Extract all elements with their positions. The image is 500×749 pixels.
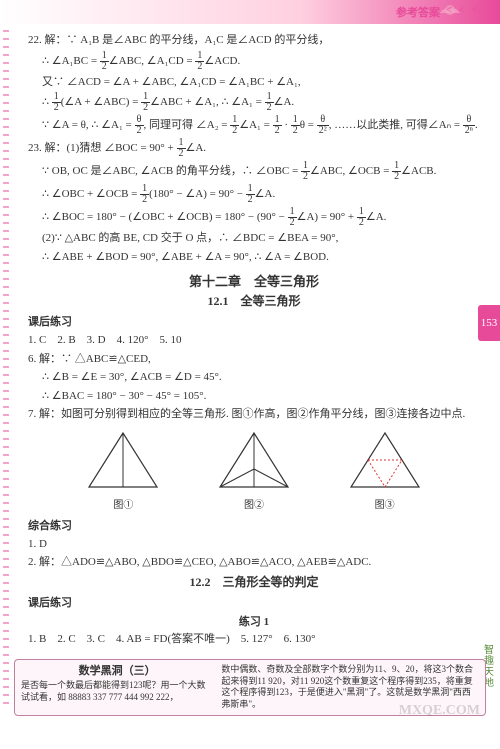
header-arrows: < < < — [446, 4, 480, 16]
q22-l2: 又∵ ∠ACD = ∠A + ∠ABC, ∠A₁CD = ∠A₁BC + ∠A₁… — [28, 74, 480, 91]
kh1-row2: 6. 解：∵ △ABC≌△CED, — [28, 351, 480, 368]
q22-l4: ∵ ∠A = θ, ∴ ∠A₁ = θ2, 同理可得 ∠A₂ = 12∠A₁ =… — [28, 115, 480, 136]
tri-label-1: 图① — [83, 496, 163, 511]
section-title-2: 12.2 三角形全等的判定 — [28, 573, 480, 590]
footer-box: 数学黑洞（三） 是否每一个数最后都能得到123呢？用一个大数试试看，如 8888… — [14, 659, 486, 716]
kh1-row5: 7. 解：如图可分别得到相应的全等三角形. 图①作高，图②作角平分线，图③连接各… — [28, 406, 480, 423]
footer-left: 数学黑洞（三） 是否每一个数最后都能得到123呢？用一个大数试试看，如 8888… — [21, 664, 213, 711]
header-label: 参考答案 — [396, 4, 440, 20]
triangle-1: 图① — [83, 429, 163, 511]
q23-l2: ∴ ∠OBC + ∠OCB = 12(180° − ∠A) = 90° − 12… — [28, 184, 480, 205]
zh1-row2: 2. 解：△ADO≌△ABO, △BDO≌△CEO, △ABO≌△ACO, △A… — [28, 554, 480, 571]
q22-l3: ∴ 12(∠A + ∠ABC) = 12∠ABC + ∠A₁, ∴ ∠A₁ = … — [28, 92, 480, 113]
chapter-title: 第十二章 全等三角形 — [28, 271, 480, 290]
main-content: 22. 解：∵ A₁B 是∠ABC 的平分线，A₁C 是∠ACD 的平分线， ∴… — [0, 24, 500, 653]
q23-l3: ∴ ∠BOC = 180° − (∠OBC + ∠OCB) = 180° − (… — [28, 207, 480, 228]
kehou-label-2: 课后练习 — [28, 594, 480, 610]
footer-left-text: 是否每一个数最后都能得到123呢？用一个大数试试看，如 88883 337 77… — [21, 680, 213, 703]
q23-prefix: 23. 解：(1)猜想 ∠BOC = 90° + 12∠A. — [28, 138, 480, 159]
kh1-row4: ∴ ∠BAC = 180° − 30° − 45° = 105°. — [28, 388, 480, 405]
zh1-row1: 1. D — [28, 536, 480, 553]
q23-l4: (2)∵ △ABC 的高 BE, CD 交于 O 点，∴ ∠BDC = ∠BEA… — [28, 230, 480, 247]
q23-l5: ∴ ∠ABE + ∠BOD = 90°, ∠ABE + ∠A = 90°, ∴ … — [28, 249, 480, 266]
tri-label-3: 图③ — [345, 496, 425, 511]
triangle-3: 图③ — [345, 429, 425, 511]
q23-l1: ∵ OB, OC 是∠ABC, ∠ACB 的角平分线，∴ ∠OBC = 12∠A… — [28, 161, 480, 182]
section-title-1: 12.1 全等三角形 — [28, 292, 480, 309]
zonghe-label: 综合练习 — [28, 517, 480, 533]
q22-l1: ∴ ∠A₁BC = 12∠ABC, ∠A₁CD = 12∠ACD. — [28, 51, 480, 72]
footer-right-text: 数中偶数、奇数及全部数字个数分别为11、9、20，将这3个数合起来得到11 92… — [221, 664, 479, 711]
tri-label-2: 图② — [214, 496, 294, 511]
kehou-label-1: 课后练习 — [28, 313, 480, 329]
ex1-row: 1. B 2. C 3. C 4. AB = FD(答案不唯一) 5. 127°… — [28, 631, 480, 648]
triangle-2: 图② — [214, 429, 294, 511]
kh1-row1: 1. C 2. B 3. D 4. 120° 5. 10 — [28, 332, 480, 349]
header-band: 参考答案 < < < — [0, 0, 500, 24]
footer-title: 数学黑洞（三） — [21, 664, 213, 678]
exercise-1-label: 练习 1 — [28, 613, 480, 629]
q22-line: 22. 解：∵ A₁B 是∠ABC 的平分线，A₁C 是∠ACD 的平分线， — [28, 32, 480, 49]
kh1-row3: ∴ ∠B = ∠E = 30°, ∠ACB = ∠D = 45°. — [28, 369, 480, 386]
triangle-figures: 图① 图② 图③ — [58, 429, 450, 511]
